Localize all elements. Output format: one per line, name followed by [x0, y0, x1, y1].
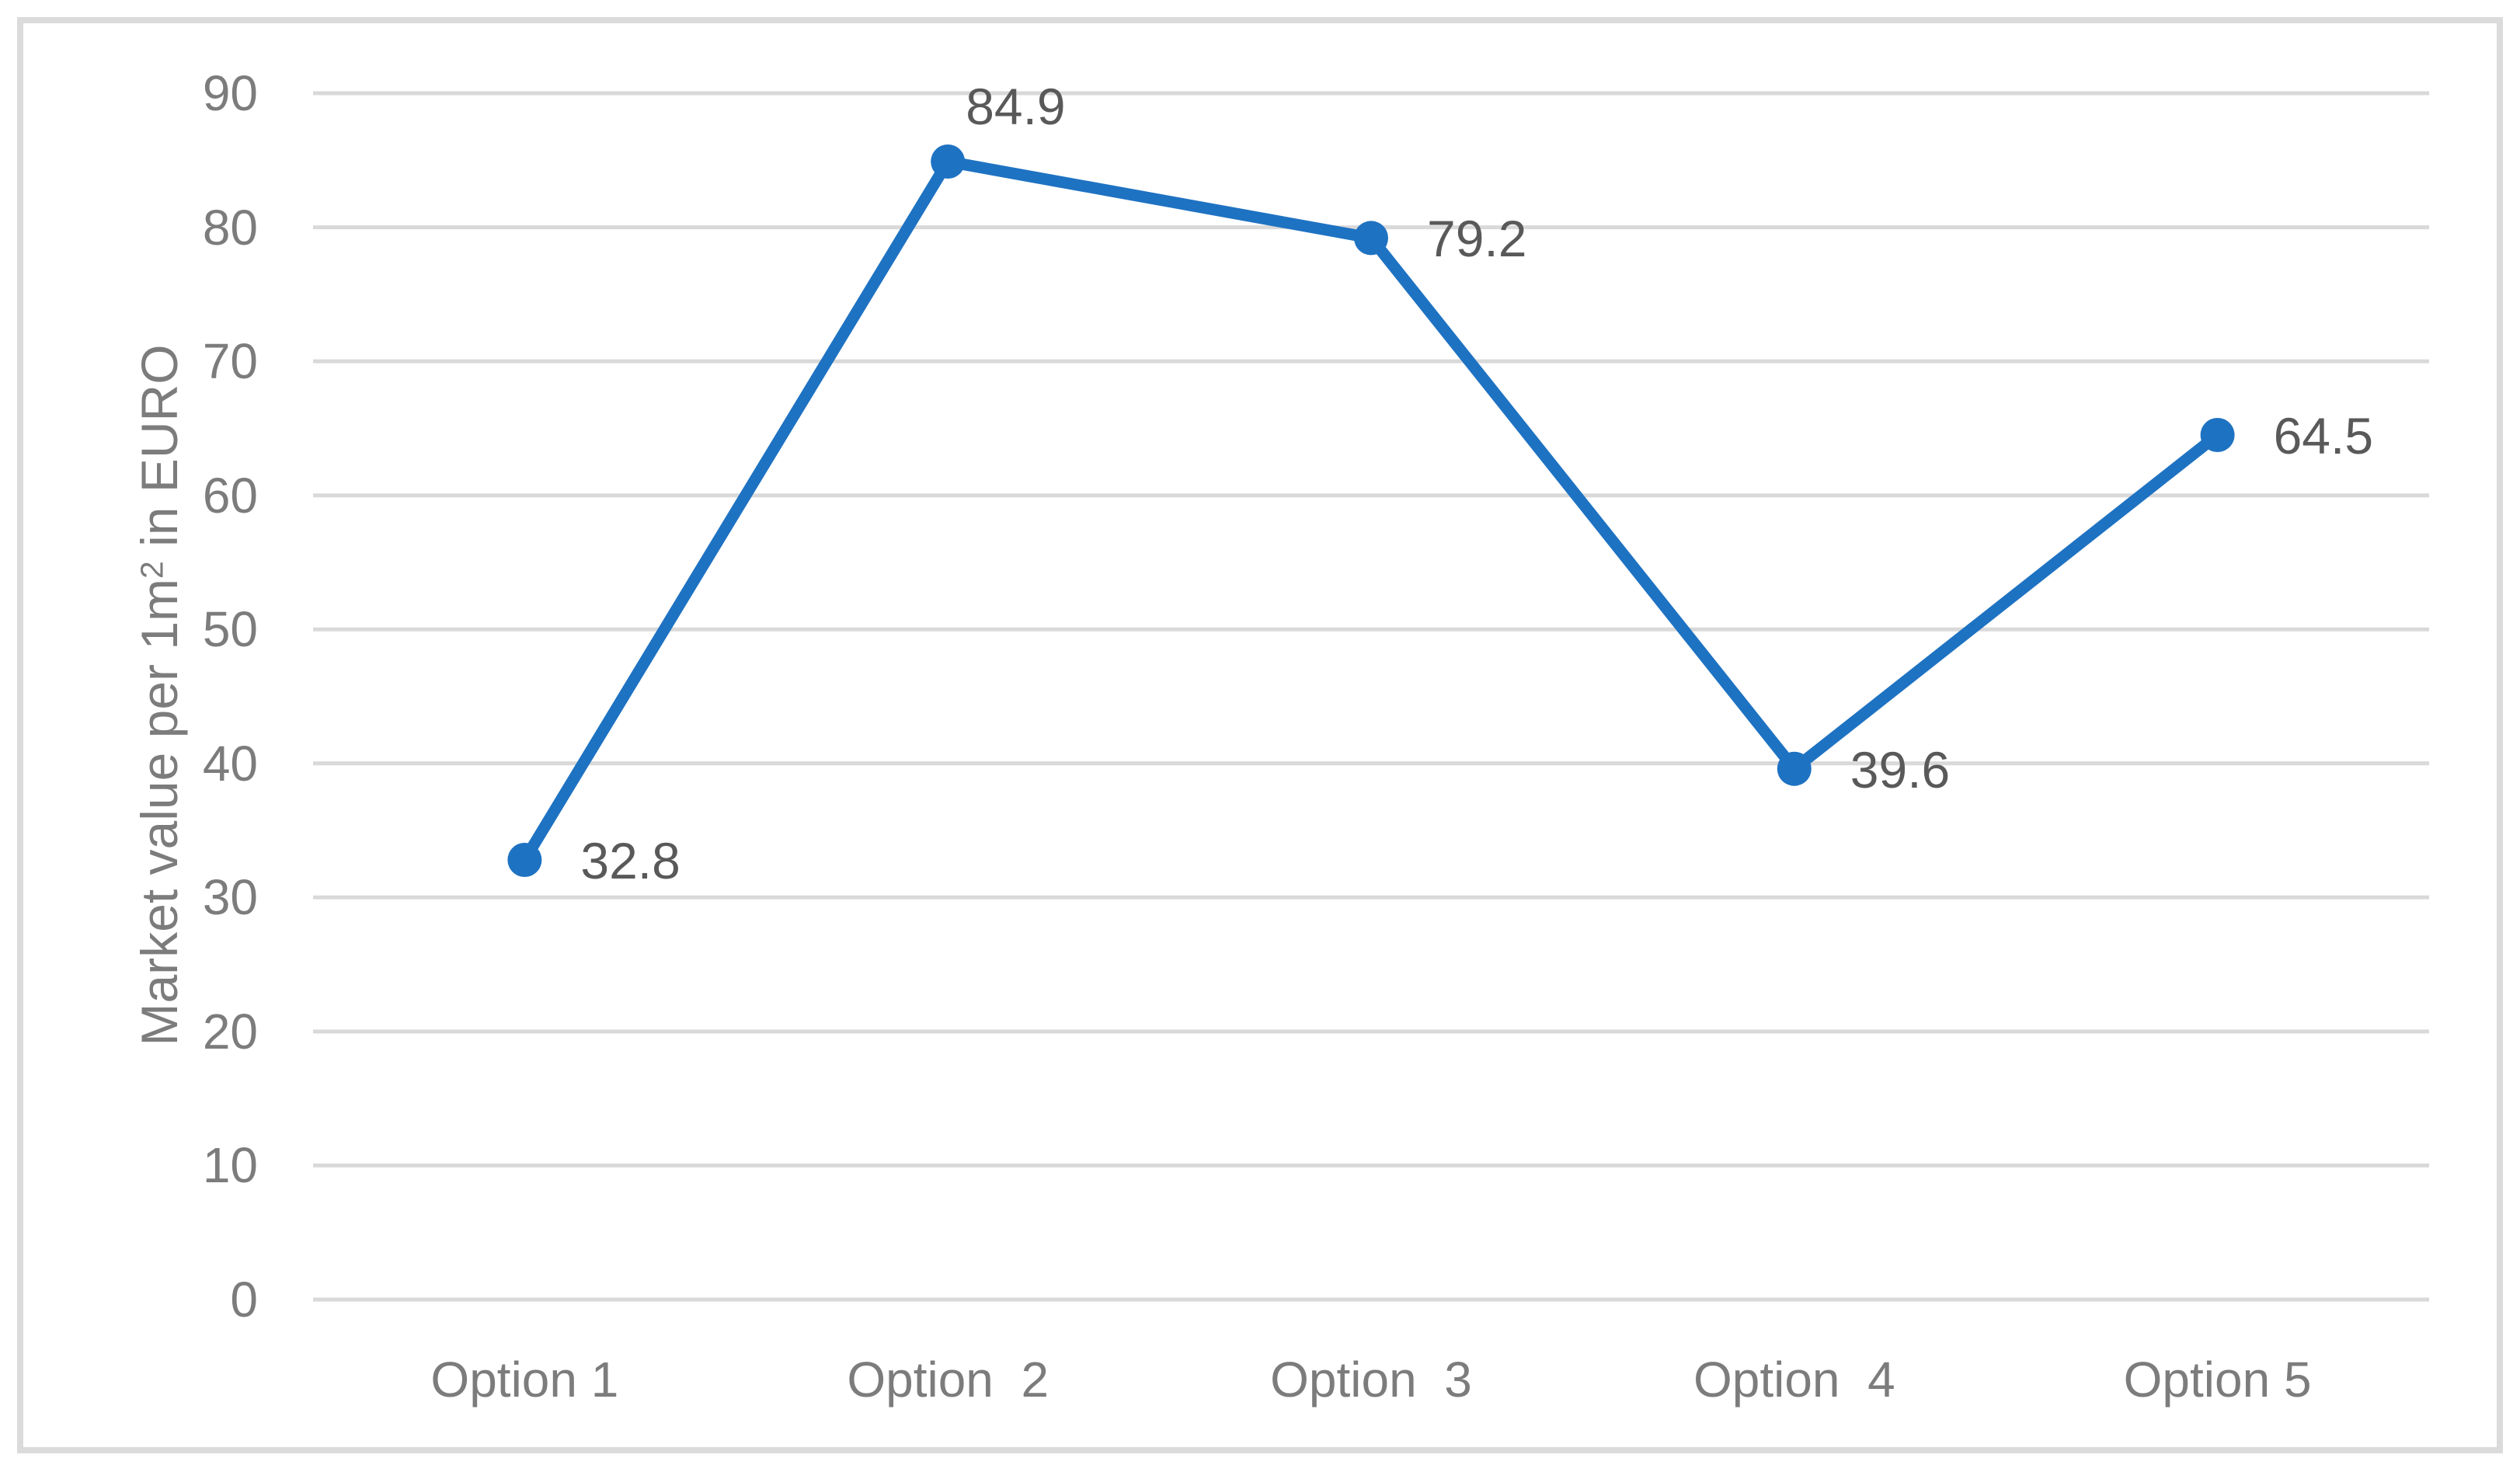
y-tick-label-90: 90	[202, 65, 258, 121]
data-point-marker-2	[931, 144, 966, 179]
x-tick-label-3: Option 3	[1270, 1352, 1472, 1408]
y-tick-label-40: 40	[202, 735, 258, 792]
figure-border-frame	[17, 17, 2503, 1453]
data-point-label-1: 32.8	[580, 832, 680, 890]
y-tick-label-80: 80	[202, 199, 258, 256]
x-tick-label-4: Option 4	[1693, 1352, 1895, 1408]
x-tick-label-1: Option 1	[430, 1352, 619, 1408]
series-line	[518, 155, 2224, 866]
data-point-label-5: 64.5	[2273, 407, 2374, 465]
data-point-label-4: 39.6	[1850, 740, 1951, 799]
y-tick-label-70: 70	[202, 333, 258, 390]
x-tick-label-5: Option 5	[2123, 1352, 2312, 1408]
y-tick-label-30: 30	[202, 869, 258, 926]
y-tick-label-0: 0	[230, 1272, 258, 1328]
y-tick-label-10: 10	[202, 1137, 258, 1194]
data-point-marker-4	[1777, 751, 1812, 786]
data-point-marker-1	[507, 843, 542, 877]
plot-area-svg	[313, 91, 2429, 1302]
y-axis-title: Market value per 1m2 in EURO	[130, 344, 189, 1046]
data-point-label-3: 79.2	[1427, 210, 1527, 268]
data-point-marker-3	[1354, 221, 1388, 256]
y-axis-title-superscript: 2	[134, 561, 170, 579]
y-tick-label-20: 20	[202, 1003, 258, 1060]
data-point-label-2: 84.9	[966, 78, 1066, 135]
x-tick-label-2: Option 2	[847, 1352, 1049, 1408]
y-tick-label-60: 60	[202, 467, 258, 524]
y-tick-label-50: 50	[202, 601, 258, 658]
data-point-marker-5	[2200, 418, 2235, 452]
